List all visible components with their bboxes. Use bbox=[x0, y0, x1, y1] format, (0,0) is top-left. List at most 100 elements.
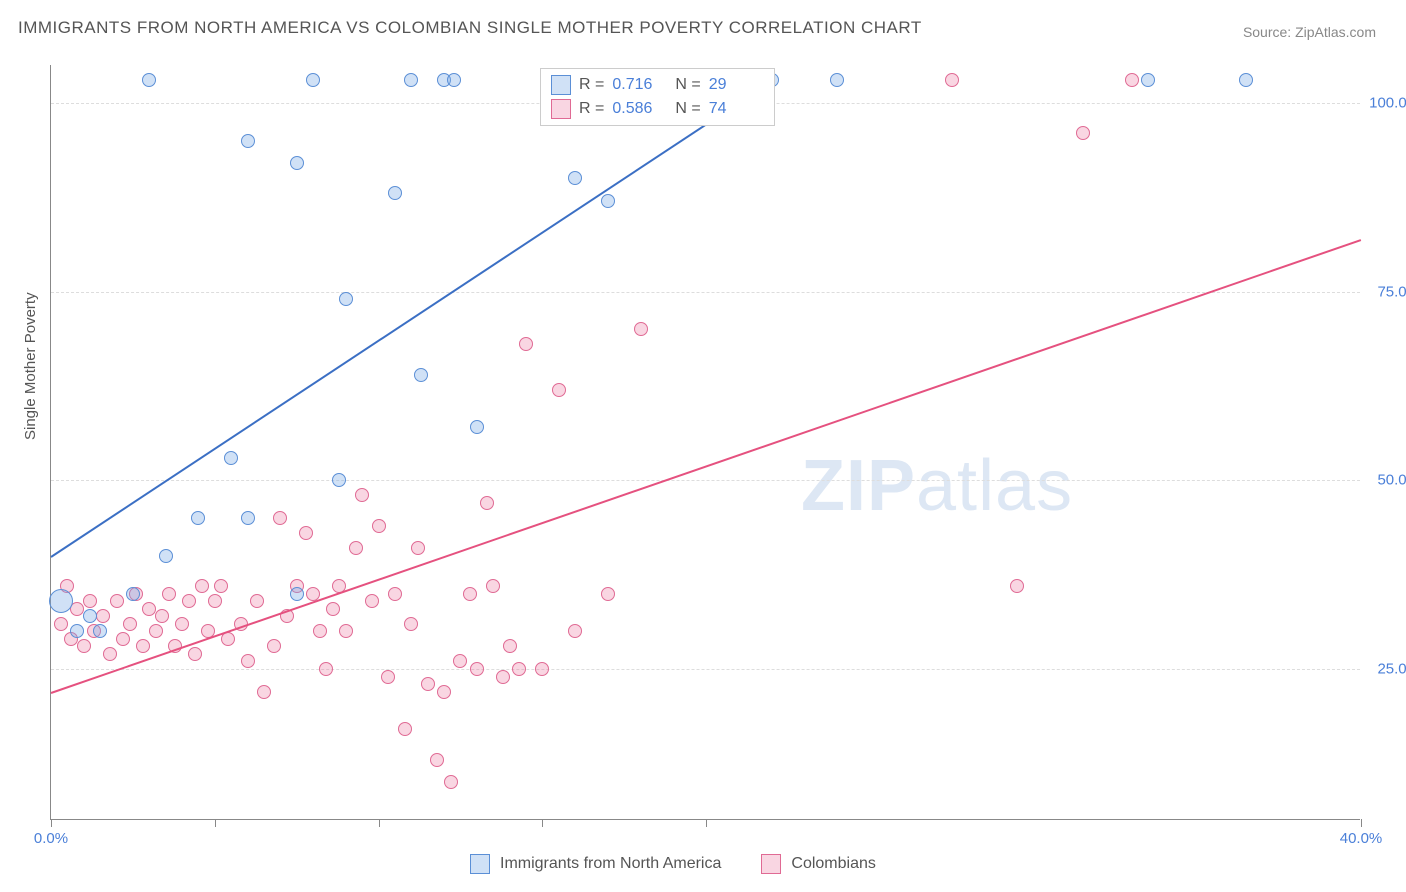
legend-n-value-2: 74 bbox=[709, 100, 764, 118]
scatter-point-series1 bbox=[404, 73, 418, 87]
scatter-point-series2 bbox=[430, 753, 444, 767]
scatter-point-series1 bbox=[70, 624, 84, 638]
scatter-point-series2 bbox=[182, 594, 196, 608]
watermark-part2: atlas bbox=[916, 446, 1073, 526]
y-tick-label: 25.0% bbox=[1377, 661, 1406, 678]
scatter-point-series1 bbox=[290, 587, 304, 601]
x-tick-mark bbox=[51, 819, 52, 827]
scatter-point-series2 bbox=[326, 602, 340, 616]
scatter-point-series2 bbox=[241, 654, 255, 668]
scatter-point-series2 bbox=[470, 662, 484, 676]
scatter-point-series2 bbox=[601, 587, 615, 601]
scatter-point-series1 bbox=[290, 156, 304, 170]
legend-swatch-series2 bbox=[551, 99, 571, 119]
scatter-point-series2 bbox=[195, 579, 209, 593]
scatter-point-series2 bbox=[1076, 126, 1090, 140]
legend-r-value-2: 0.586 bbox=[612, 100, 667, 118]
gridline bbox=[51, 292, 1360, 293]
scatter-point-series2 bbox=[568, 624, 582, 638]
legend-n-label-1: N = bbox=[675, 76, 700, 94]
scatter-point-series2 bbox=[496, 670, 510, 684]
legend-label-series2: Colombians bbox=[791, 855, 875, 873]
y-tick-label: 50.0% bbox=[1377, 472, 1406, 489]
x-tick-mark bbox=[1361, 819, 1362, 827]
gridline bbox=[51, 669, 1360, 670]
scatter-point-series1 bbox=[241, 134, 255, 148]
x-tick-mark bbox=[706, 819, 707, 827]
legend-n-label-2: N = bbox=[675, 100, 700, 118]
legend-item-series2: Colombians bbox=[761, 854, 875, 874]
scatter-point-series2 bbox=[110, 594, 124, 608]
scatter-point-series1 bbox=[414, 368, 428, 382]
scatter-point-series2 bbox=[1010, 579, 1024, 593]
trendline-series2 bbox=[51, 239, 1362, 694]
x-tick-mark bbox=[215, 819, 216, 827]
scatter-point-series2 bbox=[142, 602, 156, 616]
y-tick-label: 75.0% bbox=[1377, 283, 1406, 300]
legend-item-series1: Immigrants from North America bbox=[470, 854, 721, 874]
legend-row-series1: R = 0.716 N = 29 bbox=[551, 73, 764, 97]
scatter-point-series2 bbox=[365, 594, 379, 608]
scatter-point-series2 bbox=[339, 624, 353, 638]
scatter-point-series2 bbox=[162, 587, 176, 601]
watermark-part1: ZIP bbox=[801, 446, 916, 526]
y-tick-label: 100.0% bbox=[1369, 94, 1406, 111]
scatter-point-series1 bbox=[830, 73, 844, 87]
scatter-point-series2 bbox=[945, 73, 959, 87]
scatter-point-series1 bbox=[332, 473, 346, 487]
scatter-point-series2 bbox=[486, 579, 500, 593]
scatter-point-series1 bbox=[191, 511, 205, 525]
trendline-series1 bbox=[50, 80, 772, 557]
scatter-point-series1 bbox=[83, 609, 97, 623]
scatter-point-series2 bbox=[519, 337, 533, 351]
scatter-point-series2 bbox=[421, 677, 435, 691]
scatter-point-series2 bbox=[355, 488, 369, 502]
scatter-point-series2 bbox=[96, 609, 110, 623]
x-tick-mark bbox=[542, 819, 543, 827]
scatter-point-series2 bbox=[411, 541, 425, 555]
x-tick-label: 0.0% bbox=[34, 830, 68, 847]
scatter-point-series1 bbox=[126, 587, 140, 601]
chart-container: IMMIGRANTS FROM NORTH AMERICA VS COLOMBI… bbox=[0, 0, 1406, 892]
scatter-point-series2 bbox=[404, 617, 418, 631]
scatter-point-series2 bbox=[208, 594, 222, 608]
scatter-point-series2 bbox=[188, 647, 202, 661]
scatter-point-series1 bbox=[49, 589, 73, 613]
legend-swatch-series1 bbox=[551, 75, 571, 95]
scatter-point-series2 bbox=[1125, 73, 1139, 87]
scatter-point-series2 bbox=[250, 594, 264, 608]
scatter-point-series2 bbox=[103, 647, 117, 661]
scatter-point-series2 bbox=[123, 617, 137, 631]
scatter-point-series1 bbox=[388, 186, 402, 200]
scatter-point-series2 bbox=[299, 526, 313, 540]
scatter-point-series2 bbox=[83, 594, 97, 608]
scatter-point-series2 bbox=[453, 654, 467, 668]
scatter-point-series2 bbox=[77, 639, 91, 653]
scatter-point-series2 bbox=[372, 519, 386, 533]
x-tick-mark bbox=[379, 819, 380, 827]
scatter-point-series2 bbox=[136, 639, 150, 653]
scatter-point-series2 bbox=[398, 722, 412, 736]
scatter-point-series1 bbox=[306, 73, 320, 87]
scatter-point-series1 bbox=[93, 624, 107, 638]
scatter-point-series2 bbox=[535, 662, 549, 676]
scatter-point-series2 bbox=[381, 670, 395, 684]
scatter-point-series1 bbox=[159, 549, 173, 563]
scatter-point-series1 bbox=[470, 420, 484, 434]
legend-swatch-immigrants-icon bbox=[470, 854, 490, 874]
scatter-point-series2 bbox=[388, 587, 402, 601]
scatter-point-series2 bbox=[116, 632, 130, 646]
scatter-point-series1 bbox=[224, 451, 238, 465]
scatter-point-series2 bbox=[437, 685, 451, 699]
scatter-point-series2 bbox=[634, 322, 648, 336]
scatter-point-series2 bbox=[319, 662, 333, 676]
scatter-point-series1 bbox=[568, 171, 582, 185]
scatter-point-series1 bbox=[339, 292, 353, 306]
scatter-point-series2 bbox=[313, 624, 327, 638]
scatter-point-series2 bbox=[214, 579, 228, 593]
scatter-point-series1 bbox=[1239, 73, 1253, 87]
scatter-point-series1 bbox=[1141, 73, 1155, 87]
legend-label-series1: Immigrants from North America bbox=[500, 855, 721, 873]
legend-correlation: R = 0.716 N = 29 R = 0.586 N = 74 bbox=[540, 68, 775, 126]
scatter-point-series2 bbox=[54, 617, 68, 631]
